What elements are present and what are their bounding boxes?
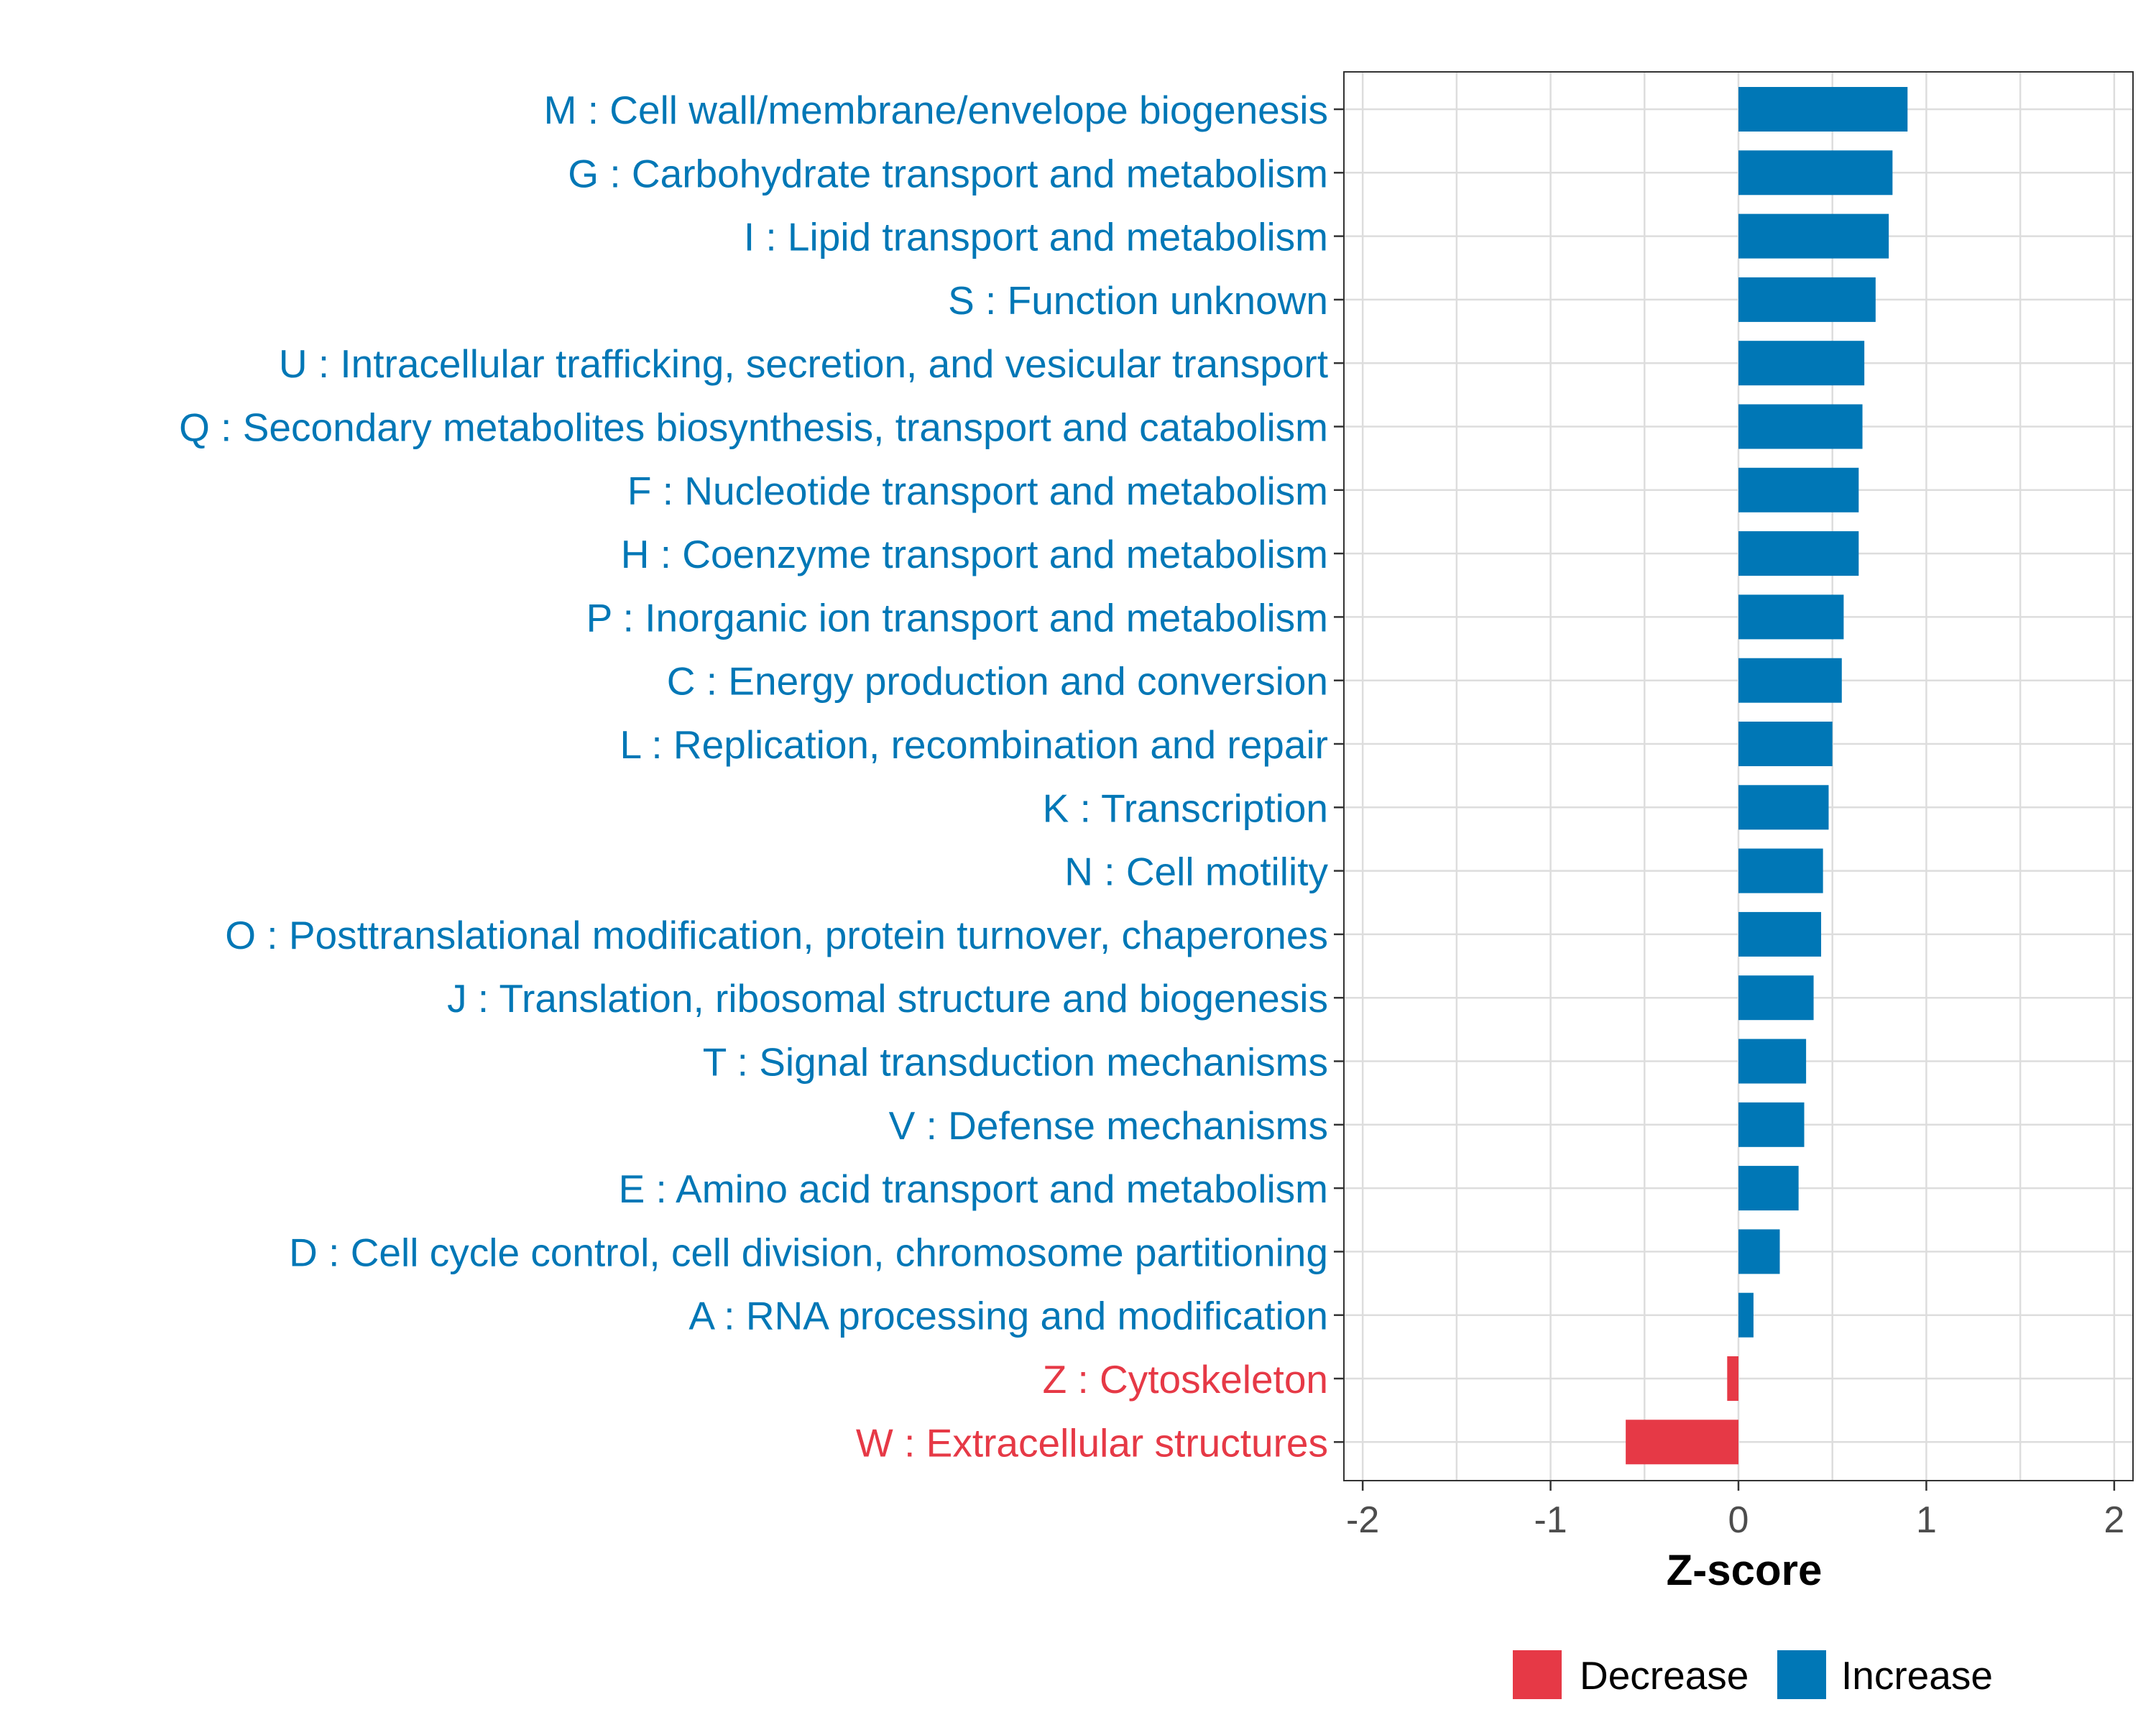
bar — [1738, 531, 1859, 576]
legend-label-decrease: Decrease — [1580, 1653, 1749, 1698]
category-label: N : Cell motility — [1064, 850, 1328, 894]
x-tick-label: -2 — [1346, 1499, 1379, 1541]
bar — [1738, 150, 1893, 196]
bar — [1738, 341, 1865, 386]
x-tick-label: -1 — [1534, 1499, 1567, 1541]
category-label: Q : Secondary metabolites biosynthesis, … — [179, 405, 1328, 450]
category-label: K : Transcription — [1043, 786, 1328, 830]
category-label: V : Defense mechanisms — [889, 1103, 1328, 1148]
category-label: Z : Cytoskeleton — [1043, 1357, 1328, 1402]
bar — [1738, 404, 1863, 449]
category-label: G : Carbohydrate transport and metabolis… — [568, 151, 1328, 196]
legend-swatch-increase — [1777, 1650, 1826, 1699]
bar — [1738, 1292, 1754, 1338]
category-label: L : Replication, recombination and repai… — [620, 722, 1328, 767]
category-label: H : Coenzyme transport and metabolism — [621, 532, 1328, 576]
bar — [1738, 594, 1844, 640]
category-label: J : Translation, ribosomal structure and… — [447, 976, 1328, 1021]
bar — [1738, 1039, 1807, 1084]
category-label: D : Cell cycle control, cell division, c… — [289, 1230, 1328, 1274]
y-axis: M : Cell wall/membrane/envelope biogenes… — [179, 88, 1344, 1465]
bar — [1626, 1420, 1738, 1465]
bar — [1738, 911, 1822, 957]
category-label: A : RNA processing and modification — [688, 1294, 1328, 1338]
bar — [1738, 87, 1908, 132]
bar — [1738, 722, 1833, 766]
legend-swatch-decrease — [1513, 1650, 1562, 1699]
bar-layer — [1626, 87, 1908, 1465]
category-label: P : Inorganic ion transport and metaboli… — [586, 595, 1328, 640]
category-label: I : Lipid transport and metabolism — [744, 215, 1328, 259]
category-label: E : Amino acid transport and metabolism — [619, 1167, 1328, 1211]
category-label: O : Posttranslational modification, prot… — [225, 913, 1328, 957]
x-axis: -2 -1 0 1 2 — [1346, 1481, 2124, 1541]
bar — [1738, 785, 1829, 830]
bar — [1738, 1229, 1780, 1274]
x-tick-label: 0 — [1728, 1499, 1749, 1541]
category-label: M : Cell wall/membrane/envelope biogenes… — [544, 88, 1328, 132]
bar — [1738, 848, 1823, 893]
category-label: C : Energy production and conversion — [667, 659, 1328, 704]
bar — [1738, 277, 1876, 322]
bar — [1738, 658, 1842, 703]
x-tick-label: 1 — [1916, 1499, 1937, 1541]
category-label: S : Function unknown — [948, 278, 1328, 323]
category-label: F : Nucleotide transport and metabolism — [627, 469, 1328, 513]
category-label: T : Signal transduction mechanisms — [703, 1040, 1328, 1085]
bar — [1738, 1102, 1805, 1147]
legend: Decrease Increase — [1513, 1650, 1993, 1699]
bar — [1738, 467, 1859, 512]
legend-label-increase: Increase — [1841, 1653, 1993, 1698]
bar — [1727, 1356, 1738, 1401]
bar — [1738, 1166, 1799, 1211]
x-tick-label: 2 — [2104, 1499, 2124, 1541]
bar — [1738, 213, 1889, 259]
category-label: W : Extracellular structures — [856, 1420, 1328, 1465]
category-label: U : Intracellular trafficking, secretion… — [279, 341, 1328, 386]
bar — [1738, 975, 1814, 1021]
x-axis-title: Z-score — [1667, 1546, 1823, 1594]
